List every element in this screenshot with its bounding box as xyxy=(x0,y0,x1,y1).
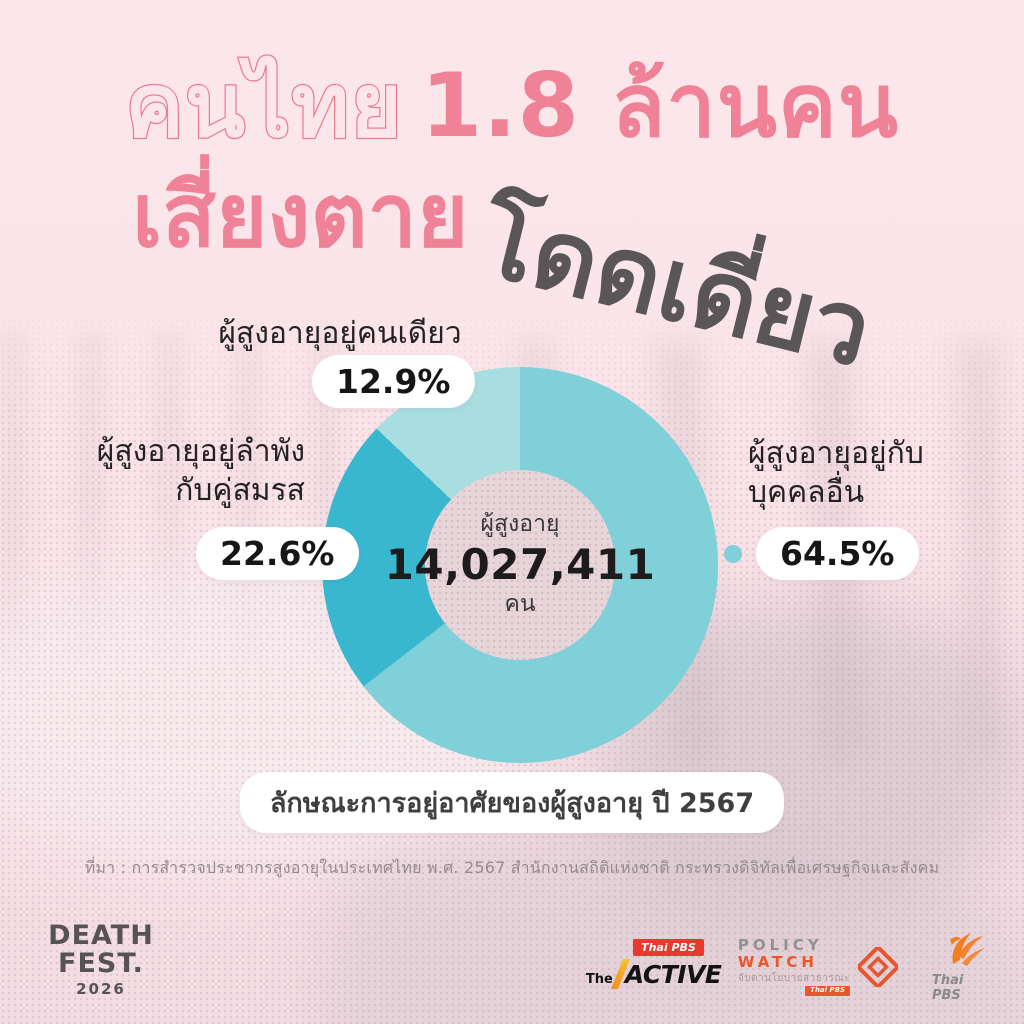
donut-center-unit: คน xyxy=(504,591,536,618)
the-active-name: ACTIVE xyxy=(624,959,722,989)
title-line1: คนไทย 1.8 ล้านคน xyxy=(0,56,1024,155)
label-living-alone: ผู้สูงอายุอยู่คนเดียว xyxy=(218,316,462,351)
deathfest-line1: DEATH xyxy=(48,920,154,951)
deathfest-line2: FEST. xyxy=(58,948,144,980)
callout-living-alone: 12.9% xyxy=(312,355,507,408)
callout-with-spouse: 22.6% xyxy=(196,527,391,580)
the-active-thaipbs-badge: Thai PBS xyxy=(633,938,704,956)
title-pink-text-2: เสี่ยงตาย xyxy=(132,163,469,267)
policy-watch-logo: POLICY WATCH จับตานโยบายสาธารณะ Thai PBS xyxy=(738,937,898,996)
pct-living-alone: 12.9% xyxy=(312,355,475,408)
donut-center-label: ผู้สูงอายุ xyxy=(480,511,560,538)
source-text: ที่มา : การสำรวจประชากรสูงอายุในประเทศไท… xyxy=(84,858,940,877)
deathfest-logo: DEATH FEST. 2026 xyxy=(46,920,156,998)
chart-caption: ลักษณะการอยู่อาศัยของผู้สูงอายุ ปี 2567 xyxy=(239,772,785,833)
deathfest-year: 2026 xyxy=(76,979,126,998)
callout-with-others: 64.5% xyxy=(724,527,919,580)
the-active-prefix: The xyxy=(585,971,613,987)
dot-living-alone xyxy=(488,372,507,391)
title-gray-rotated-text: โดดเดี่ยว xyxy=(469,180,884,390)
thai-pbs-logo: Thai PBS xyxy=(932,930,996,1003)
partner-logos: Thai PBS The ACTIVE POLICY WATCH จับตานโ… xyxy=(586,930,996,1003)
donut-center-value: 14,027,411 xyxy=(384,539,656,589)
policy-watch-wordmark: POLICY WATCH จับตานโยบายสาธารณะ Thai PBS xyxy=(738,937,850,996)
policy-watch-diamond-icon xyxy=(858,946,898,987)
title-outline-text: คนไทย xyxy=(124,54,403,157)
thai-pbs-label: Thai PBS xyxy=(932,973,964,1003)
page-title: คนไทย 1.8 ล้านคน เสี่ยงตายโดดเดี่ยว xyxy=(0,56,1024,390)
pct-with-spouse: 22.6% xyxy=(196,527,359,580)
pct-with-others: 64.5% xyxy=(756,527,919,580)
title-line2: เสี่ยงตายโดดเดี่ยว xyxy=(0,159,1024,390)
label-with-spouse: ผู้สูงอายุอยู่ลำพัง กับคู่สมรส xyxy=(96,434,305,508)
policy-watch-subtitle: จับตานโยบายสาธารณะ xyxy=(737,973,850,985)
dot-with-spouse xyxy=(372,544,391,563)
the-active-logo: Thai PBS The ACTIVE xyxy=(586,938,722,995)
thai-pbs-bird-icon xyxy=(950,933,985,966)
title-pink-text-1: 1.8 ล้านคน xyxy=(420,54,899,157)
the-active-wordmark: The ACTIVE xyxy=(585,958,722,989)
dot-with-others xyxy=(724,544,742,563)
donut-center: ผู้สูงอายุ 14,027,411 คน xyxy=(385,470,655,660)
policy-watch-thaipbs-badge: Thai PBS xyxy=(805,986,850,996)
policy-watch-line2: WATCH xyxy=(737,952,818,971)
label-with-others: ผู้สูงอายุอยู่กับ บุคคลอื่น xyxy=(748,436,924,510)
policy-watch-line1: POLICY xyxy=(737,936,823,955)
